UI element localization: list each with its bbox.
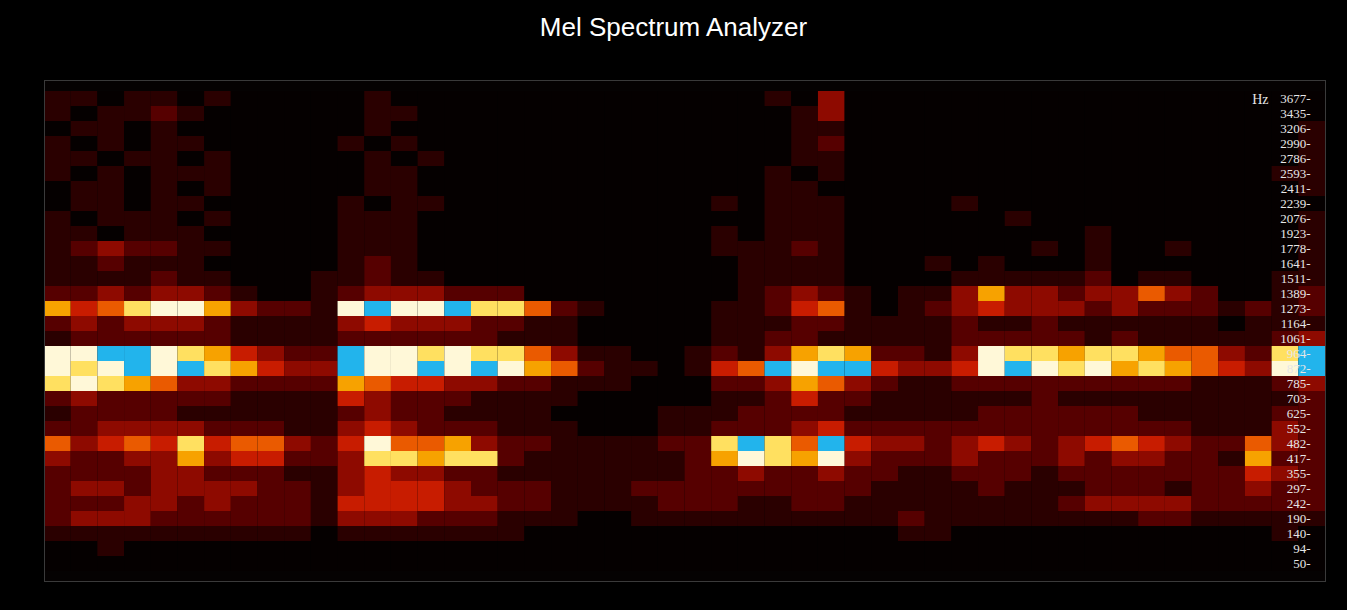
svg-text:1778-: 1778- — [1280, 241, 1310, 256]
html-text:Mel Spectrum Analyzer: Mel Spectrum Analyzer — [539, 12, 808, 42]
svg-text:3206-: 3206- — [1280, 121, 1310, 136]
svg-text:94-: 94- — [1293, 541, 1310, 556]
svg-text:1389-: 1389- — [1280, 286, 1310, 301]
svg-text:2076-: 2076- — [1280, 211, 1310, 226]
svg-text:417-: 417- — [1287, 451, 1311, 466]
svg-text:2411-: 2411- — [1281, 181, 1311, 196]
svg-text:3435-: 3435- — [1280, 106, 1310, 121]
svg-text:964-: 964- — [1287, 346, 1311, 361]
svg-text:297-: 297- — [1287, 481, 1311, 496]
svg-text:703-: 703- — [1287, 391, 1311, 406]
svg-text:552-: 552- — [1287, 421, 1311, 436]
svg-text:Hz: Hz — [1252, 92, 1268, 107]
svg-text:1061-: 1061- — [1280, 331, 1310, 346]
svg-text:1273-: 1273- — [1280, 301, 1310, 316]
svg-text:482-: 482- — [1287, 436, 1311, 451]
svg-text:1511-: 1511- — [1281, 271, 1311, 286]
svg-text:625-: 625- — [1287, 406, 1311, 421]
svg-text:872-: 872- — [1287, 361, 1311, 376]
svg-text:2239-: 2239- — [1280, 196, 1310, 211]
svg-text:3677-: 3677- — [1280, 91, 1310, 106]
svg-text:50-: 50- — [1293, 556, 1310, 571]
svg-text:2990-: 2990- — [1280, 136, 1310, 151]
svg-text:242-: 242- — [1287, 496, 1311, 511]
svg-text:140-: 140- — [1287, 526, 1311, 541]
svg-text:785-: 785- — [1287, 376, 1311, 391]
svg-text:1923-: 1923- — [1280, 226, 1310, 241]
svg-text:2786-: 2786- — [1280, 151, 1310, 166]
svg-text:190-: 190- — [1287, 511, 1311, 526]
svg-text:2593-: 2593- — [1280, 166, 1310, 181]
svg-text:1164-: 1164- — [1281, 316, 1311, 331]
svg-text:1641-: 1641- — [1280, 256, 1310, 271]
svg-text:355-: 355- — [1287, 466, 1311, 481]
